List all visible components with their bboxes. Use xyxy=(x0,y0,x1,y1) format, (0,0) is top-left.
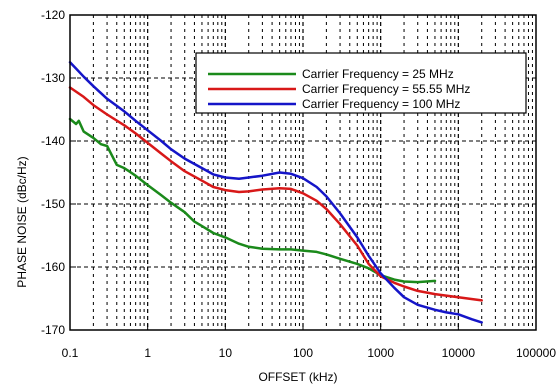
series-lines xyxy=(68,61,483,324)
legend-label-100mhz: Carrier Frequency = 100 MHz xyxy=(302,97,460,111)
y-tick-label: -130 xyxy=(41,71,65,85)
x-tick-label: 100 xyxy=(293,346,313,360)
x-tick-labels: 0.1 1 10 100 1000 10000 100000 xyxy=(62,346,557,360)
legend-label-25mhz: Carrier Frequency = 25 MHz xyxy=(302,67,454,81)
y-tick-labels: -120 -130 -140 -150 -160 -170 xyxy=(41,8,65,337)
axis-ticks xyxy=(69,14,537,331)
x-tick-label: 0.1 xyxy=(62,346,79,360)
series-line-1 xyxy=(68,86,483,302)
x-tick-label: 1 xyxy=(144,346,151,360)
x-tick-label: 100000 xyxy=(516,346,556,360)
y-tick-label: -120 xyxy=(41,8,65,22)
x-tick-label: 10000 xyxy=(442,346,476,360)
legend-label-55mhz: Carrier Frequency = 55.55 MHz xyxy=(302,82,470,96)
series-line-2 xyxy=(68,61,483,324)
x-tick-label: 1000 xyxy=(367,346,394,360)
y-tick-label: -170 xyxy=(41,323,65,337)
x-tick-label: 10 xyxy=(219,346,233,360)
x-axis-title: OFFSET (kHz) xyxy=(258,370,337,384)
series-line-0 xyxy=(68,117,437,284)
y-tick-label: -140 xyxy=(41,134,65,148)
y-axis-title: PHASE NOISE (dBc/Hz) xyxy=(15,156,29,287)
legend: Carrier Frequency = 25 MHz Carrier Frequ… xyxy=(195,52,527,114)
y-tick-label: -150 xyxy=(41,197,65,211)
y-tick-label: -160 xyxy=(41,260,65,274)
